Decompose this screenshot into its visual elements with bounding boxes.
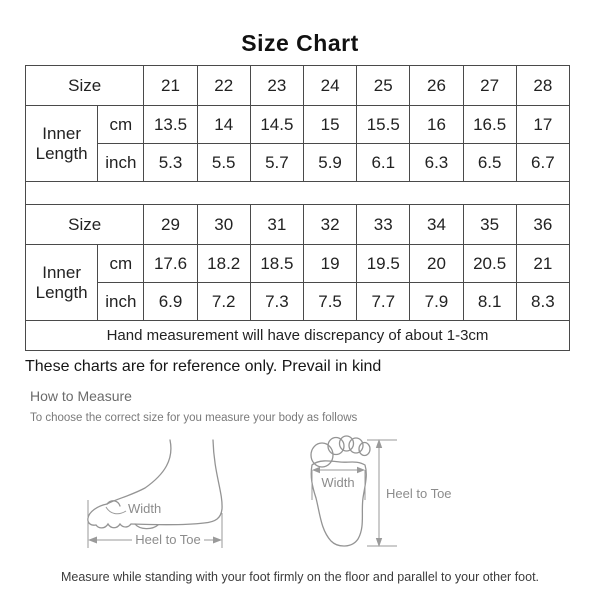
size-value-cell: 30 xyxy=(196,204,251,245)
cm-value-cell: 17.6 xyxy=(143,244,198,283)
inch-value-cell: 7.3 xyxy=(249,282,304,321)
inch-value-cell: 6.9 xyxy=(143,282,198,321)
cm-value-cell: 20.5 xyxy=(462,244,517,283)
table-row: Size 29 30 31 32 33 34 35 36 xyxy=(24,204,571,245)
size-value-cell: 29 xyxy=(143,204,198,245)
table-row: inch 5.3 5.5 5.7 5.9 6.1 6.3 6.5 6.7 xyxy=(26,143,571,182)
spacer-row xyxy=(25,181,570,205)
size-value-cell: 33 xyxy=(356,204,411,245)
inch-value-cell: 6.1 xyxy=(356,143,411,182)
table-footnote-cell: Hand measurement will have discrepancy o… xyxy=(25,320,570,351)
inch-value-cell: 7.5 xyxy=(302,282,358,321)
cm-value-cell: 13.5 xyxy=(143,105,198,144)
inch-value-cell: 7.2 xyxy=(196,282,251,321)
page-title: Size Chart xyxy=(241,30,359,56)
inch-value-cell: 6.5 xyxy=(462,143,517,182)
how-to-measure-heading: How to Measure xyxy=(30,388,132,404)
table-row: Inner Length cm 13.5 14 14.5 15 15.5 16 … xyxy=(24,105,571,182)
top-width-label: Width xyxy=(321,475,354,490)
cm-value-cell: 15 xyxy=(302,105,358,144)
size-value-cell: 23 xyxy=(249,65,304,106)
size-header-cell: Size xyxy=(24,65,145,106)
cm-value-cell: 14 xyxy=(196,105,251,144)
measurement-diagrams: Width Heel to Toe Width xyxy=(0,434,600,562)
size-chart-table: Size 21 22 23 24 25 26 27 28 Inner Lengt… xyxy=(24,65,571,351)
inch-value-cell: 5.7 xyxy=(249,143,304,182)
measure-instruction: Measure while standing with your foot fi… xyxy=(60,570,540,584)
size-value-cell: 28 xyxy=(515,65,571,106)
cm-value-cell: 20 xyxy=(409,244,464,283)
inner-length-label-cell: Inner Length xyxy=(24,105,99,182)
unit-label-cell: cm xyxy=(97,244,145,283)
size-value-cell: 32 xyxy=(302,204,358,245)
top-heel-to-toe-label: Heel to Toe xyxy=(386,486,452,501)
size-value-cell: 35 xyxy=(462,204,517,245)
size-value-cell: 34 xyxy=(409,204,464,245)
size-value-cell: 25 xyxy=(356,65,411,106)
table-row: inch 6.9 7.2 7.3 7.5 7.7 7.9 8.1 8.3 xyxy=(26,282,571,321)
size-value-cell: 24 xyxy=(302,65,358,106)
cm-value-cell: 14.5 xyxy=(249,105,304,144)
cm-value-cell: 19 xyxy=(302,244,358,283)
table-row: Inner Length cm 17.6 18.2 18.5 19 19.5 2… xyxy=(24,244,571,321)
size-value-cell: 36 xyxy=(515,204,571,245)
size-value-cell: 22 xyxy=(196,65,251,106)
size-value-cell: 21 xyxy=(143,65,198,106)
inch-value-cell: 5.5 xyxy=(196,143,251,182)
size-value-cell: 26 xyxy=(409,65,464,106)
inch-value-cell: 5.9 xyxy=(302,143,358,182)
inch-value-cell: 8.3 xyxy=(515,282,571,321)
footprint-top-view-diagram: Width Heel to Toe xyxy=(310,435,452,547)
unit-label-cell: inch xyxy=(97,143,145,182)
unit-label-cell: inch xyxy=(97,282,145,321)
size-header-cell: Size xyxy=(24,204,145,245)
inch-value-cell: 8.1 xyxy=(462,282,517,321)
inch-value-cell: 7.7 xyxy=(356,282,411,321)
side-heel-to-toe-label: Heel to Toe xyxy=(135,532,201,547)
table-row: Size 21 22 23 24 25 26 27 28 xyxy=(24,65,571,106)
cm-value-cell: 18.2 xyxy=(196,244,251,283)
inch-value-cell: 5.3 xyxy=(143,143,198,182)
table-footnote-row: Hand measurement will have discrepancy o… xyxy=(25,320,570,351)
inch-value-cell: 7.9 xyxy=(409,282,464,321)
inch-value-cell: 6.7 xyxy=(515,143,571,182)
side-width-label: Width xyxy=(128,501,161,516)
cm-value-cell: 19.5 xyxy=(356,244,411,283)
size-value-cell: 31 xyxy=(249,204,304,245)
inch-value-cell: 6.3 xyxy=(409,143,464,182)
choose-size-note: To choose the correct size for you measu… xyxy=(30,412,358,424)
cm-value-cell: 17 xyxy=(515,105,571,144)
cm-value-cell: 21 xyxy=(515,244,571,283)
cm-value-cell: 15.5 xyxy=(356,105,411,144)
spacer-cell xyxy=(25,181,570,205)
reference-note: These charts are for reference only. Pre… xyxy=(25,358,382,375)
inner-length-label-cell: Inner Length xyxy=(24,244,99,321)
foot-side-view-diagram: Width Heel to Toe xyxy=(87,439,223,548)
cm-value-cell: 16 xyxy=(409,105,464,144)
cm-value-cell: 16.5 xyxy=(462,105,517,144)
cm-value-cell: 18.5 xyxy=(249,244,304,283)
size-value-cell: 27 xyxy=(462,65,517,106)
unit-label-cell: cm xyxy=(97,105,145,144)
